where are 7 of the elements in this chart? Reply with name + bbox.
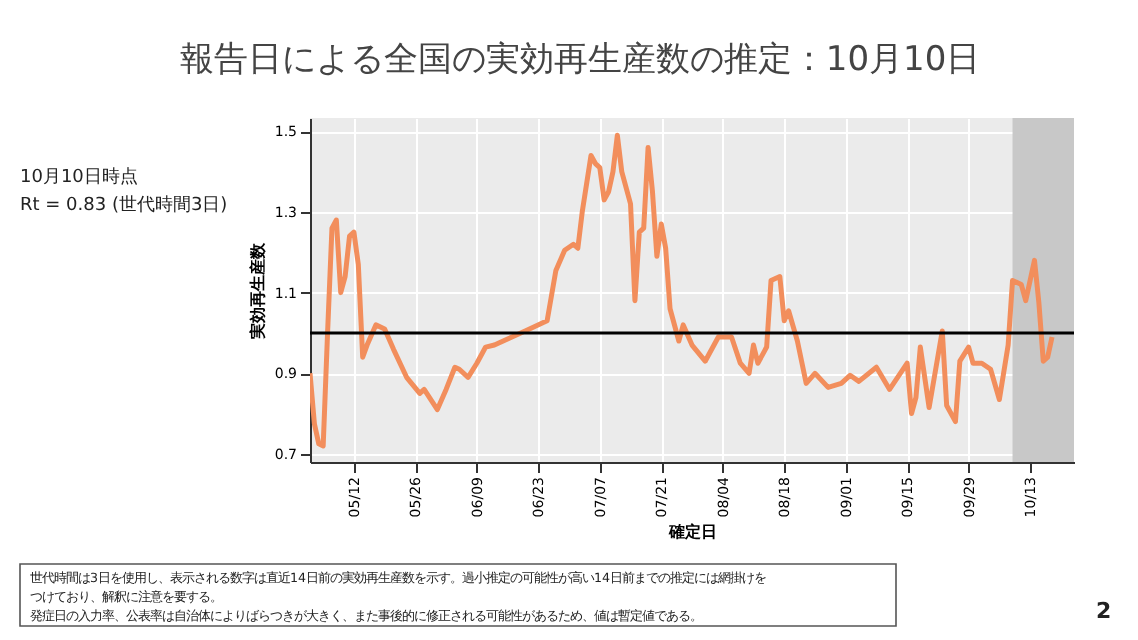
chart-title: 報告日による全国の実効再生産数の推定：10月10日 (179, 40, 981, 80)
x-axis-title: 確定日 (667, 521, 717, 542)
text: 2 (1096, 598, 1112, 624)
text: 10月10日時点 (20, 166, 138, 188)
y-axis-title: 実効再生産数 (246, 241, 267, 341)
text: Rt = 0.83 (世代時間3日) (20, 194, 228, 216)
line-series (310, 132, 1055, 449)
